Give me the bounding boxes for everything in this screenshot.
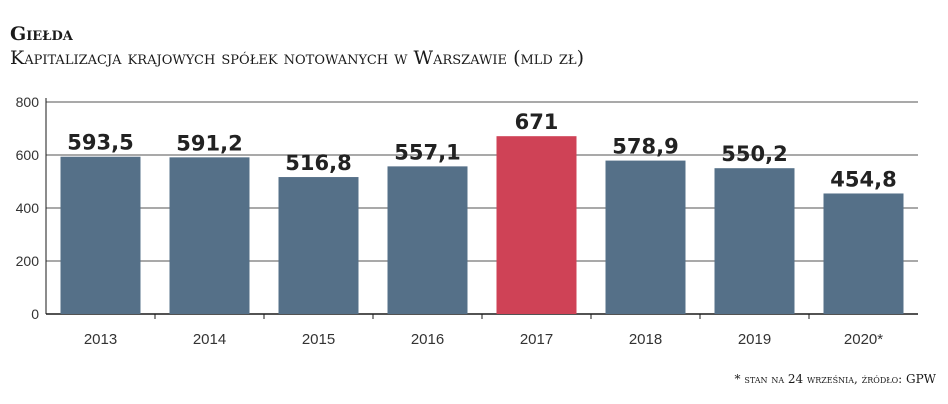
bars xyxy=(60,136,904,314)
bar-2015 xyxy=(278,177,359,314)
data-label: 516,8 xyxy=(285,151,351,175)
bar-2018 xyxy=(605,160,686,314)
bar-2020 xyxy=(823,193,904,314)
bar-2017 xyxy=(496,136,577,314)
y-tick-label: 800 xyxy=(16,94,40,110)
data-label: 578,9 xyxy=(612,135,678,159)
labels: 0 200 400 600 800 593,5 2013 591,2 2014 516,8 2015… xyxy=(16,94,897,348)
x-tick-label: 2017 xyxy=(520,331,553,348)
y-tick-label: 600 xyxy=(16,147,40,163)
x-tick-label: 2013 xyxy=(84,331,117,348)
x-tick-label: 2015 xyxy=(302,331,335,348)
bar-2016 xyxy=(387,166,468,314)
y-tick-label: 0 xyxy=(31,306,39,322)
x-tick-label: 2016 xyxy=(411,331,444,348)
x-tick-label: 2019 xyxy=(738,331,771,348)
bar-2013 xyxy=(60,156,141,314)
y-tick-label: 200 xyxy=(16,253,40,269)
chart-title: Giełda xyxy=(10,23,73,45)
data-label: 550,2 xyxy=(721,142,787,166)
data-label: 591,2 xyxy=(176,131,242,155)
data-label: 454,8 xyxy=(830,167,896,191)
footnote: * stan na 24 września, źródło: GPW xyxy=(734,372,936,386)
x-tick-label: 2014 xyxy=(193,331,226,348)
data-label: 671 xyxy=(515,110,559,134)
bar-2019 xyxy=(714,168,795,314)
y-tick-label: 400 xyxy=(16,200,40,216)
data-label: 593,5 xyxy=(67,131,133,155)
x-tick-label: 2018 xyxy=(629,331,662,348)
bar-2014 xyxy=(169,157,250,314)
data-label: 557,1 xyxy=(394,140,460,164)
chart-subtitle: Kapitalizacja krajowych spółek notowanyc… xyxy=(10,47,585,69)
x-tick-label: 2020* xyxy=(844,331,883,348)
